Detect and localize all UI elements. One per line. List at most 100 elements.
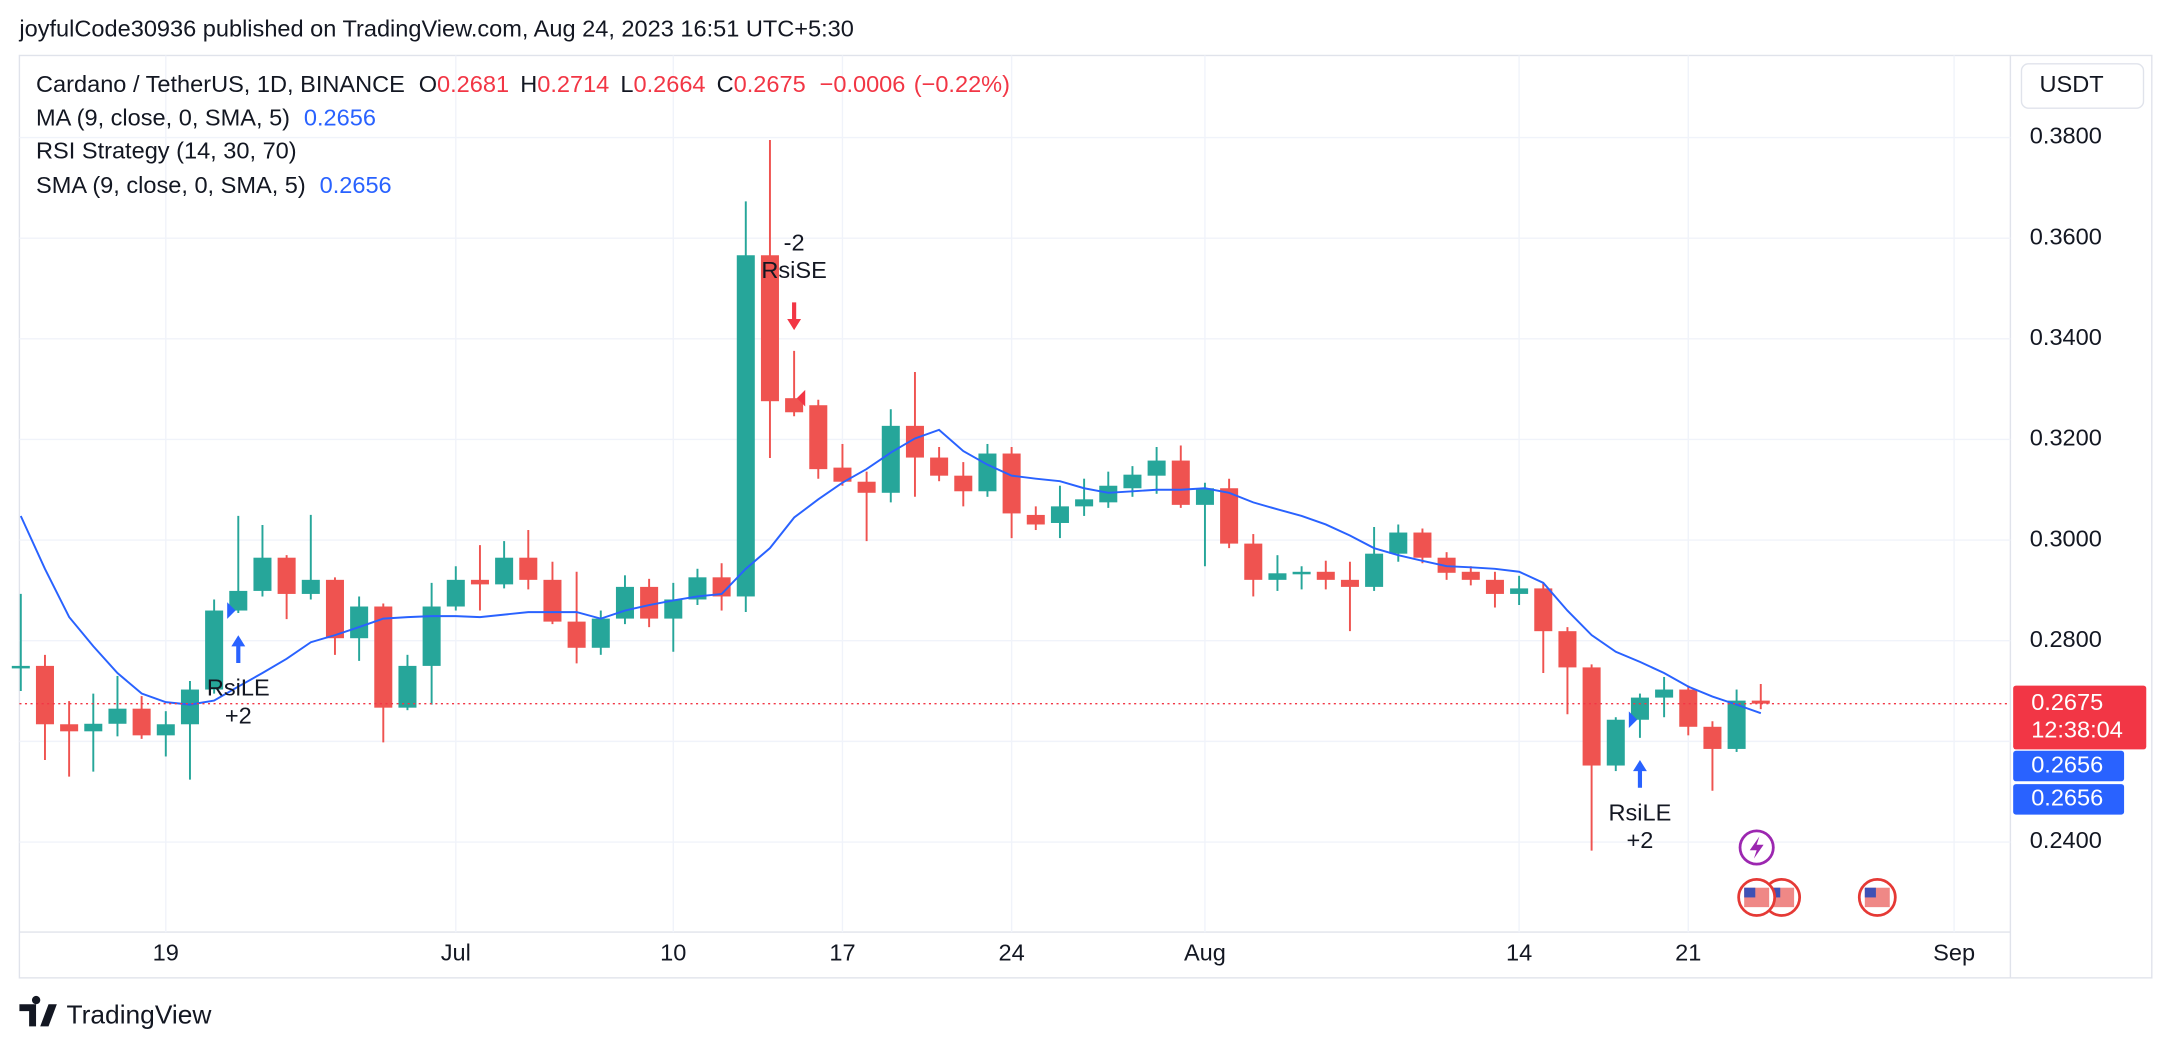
candle <box>1461 566 1480 586</box>
candle <box>1244 534 1263 597</box>
candle <box>688 568 707 606</box>
x-tick-label: 14 <box>1506 940 1532 966</box>
candle <box>1075 478 1094 516</box>
candle-body <box>1727 700 1746 749</box>
candle <box>1727 689 1746 752</box>
candle-body <box>229 590 248 611</box>
entry-marker <box>796 389 806 407</box>
candle <box>664 582 683 652</box>
ohlc-value: 0.2681 <box>437 71 509 97</box>
change-value: −0.0006 <box>820 71 906 97</box>
signal-arrow <box>231 635 246 663</box>
candle <box>1679 685 1698 736</box>
countdown-label: 12:38:04 <box>2031 717 2123 743</box>
y-tick-label: 0.2800 <box>2030 626 2102 652</box>
currency-label[interactable]: USDT <box>2040 71 2104 97</box>
entry-marker <box>1628 711 1638 729</box>
candle-body <box>277 557 296 594</box>
candle-body <box>374 606 393 708</box>
ohlc-label: C <box>717 71 734 97</box>
candle <box>1655 676 1674 718</box>
candle-body <box>301 579 320 594</box>
candle-body <box>760 255 779 402</box>
y-tick-label: 0.3600 <box>2030 223 2102 249</box>
candle-body <box>398 665 417 708</box>
candle-body <box>180 689 199 725</box>
candle <box>422 582 441 705</box>
candle <box>1365 527 1384 591</box>
ohlc-value: 0.2675 <box>734 71 806 97</box>
candle <box>470 545 489 611</box>
candle-body <box>1220 488 1239 544</box>
candle-body <box>253 557 272 591</box>
candle <box>1171 445 1190 508</box>
x-tick-label: 21 <box>1675 940 1701 966</box>
currency-button-box[interactable] <box>2020 63 2145 109</box>
candle <box>1558 627 1577 715</box>
candle <box>978 443 997 497</box>
candle-body <box>1195 488 1214 505</box>
indicator-name: SMA (9, close, 0, SMA, 5) <box>36 172 306 198</box>
candle-body <box>1147 460 1166 476</box>
candle-body <box>1340 579 1359 587</box>
candle-body <box>1244 543 1263 580</box>
candle <box>495 541 514 589</box>
candle <box>881 409 900 503</box>
indicator-value: 0.2656 <box>320 172 392 198</box>
candle-body <box>156 724 175 736</box>
signal-label: RsiLE <box>1609 799 1672 825</box>
signal-qty: -2 <box>784 229 805 255</box>
candle-body <box>567 621 586 648</box>
candle <box>1002 446 1021 539</box>
change-percent: (−0.22%) <box>914 71 1010 97</box>
tradingview-logo: TradingView <box>19 995 212 1030</box>
candle <box>1050 485 1069 539</box>
candle-body <box>1389 532 1408 554</box>
candle-body <box>1002 453 1021 514</box>
indicator-badge <box>2013 750 2125 782</box>
x-tick-label: 17 <box>829 940 855 966</box>
x-tick-label: Aug <box>1184 940 1226 966</box>
candle <box>833 443 852 486</box>
candle <box>350 596 369 661</box>
candle-body <box>785 398 804 413</box>
x-tick-label: Jul <box>441 940 471 966</box>
candle-body <box>1075 499 1094 507</box>
signal-qty: +2 <box>225 702 252 728</box>
candle-body <box>1510 588 1529 594</box>
candle-body <box>1582 667 1601 766</box>
candle-body <box>470 579 489 585</box>
candle <box>736 201 755 613</box>
candle-body <box>857 481 876 493</box>
indicator-legend: SMA (9, close, 0, SMA, 5) 0.2656 <box>36 172 392 198</box>
currency-button[interactable]: USDT <box>2020 63 2145 109</box>
candle-body <box>132 708 151 736</box>
candle-body <box>1679 689 1698 727</box>
last-price-badge <box>2013 685 2147 750</box>
candle-body <box>1655 689 1674 698</box>
signal-qty: +2 <box>1627 827 1654 853</box>
indicator-badge-label: 0.2656 <box>2031 785 2103 811</box>
candle <box>277 555 296 620</box>
us-flag-icon[interactable] <box>1857 878 1897 917</box>
candle-body <box>905 425 924 458</box>
candle-body <box>930 457 949 476</box>
candle-body <box>1050 506 1069 523</box>
candle-body <box>1026 514 1045 525</box>
grid <box>19 55 2011 933</box>
candle <box>1703 721 1722 791</box>
candle <box>35 654 54 760</box>
us-flag-icon[interactable] <box>1737 878 1777 917</box>
candle <box>1195 482 1214 567</box>
candle <box>1606 717 1625 772</box>
candle <box>1220 478 1239 549</box>
candle <box>1147 446 1166 494</box>
candle <box>1582 664 1601 851</box>
x-tick-label: 19 <box>153 940 179 966</box>
candle-body <box>1534 588 1553 632</box>
indicator-name: MA (9, close, 0, SMA, 5) <box>36 105 290 131</box>
candle-body <box>108 708 127 724</box>
